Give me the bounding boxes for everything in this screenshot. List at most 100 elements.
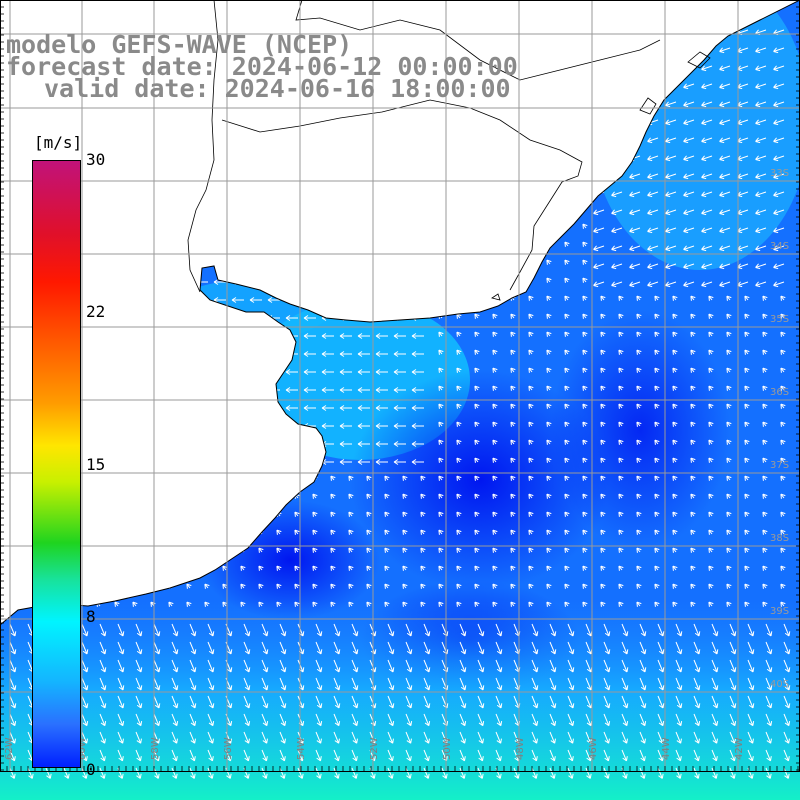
- wind-arrow: [683, 191, 695, 198]
- wind-arrow: [150, 529, 156, 535]
- wind-arrow: [231, 261, 244, 267]
- wind-arrow: [665, 227, 677, 234]
- wind-arrow: [564, 475, 570, 481]
- wind-arrow: [375, 45, 388, 51]
- wind-arrow: [693, 641, 701, 655]
- wind-arrow: [492, 241, 498, 247]
- wind-arrow: [0, 441, 10, 447]
- wind-arrow: [153, 659, 161, 673]
- wind-arrow: [780, 349, 786, 355]
- wind-arrow: [618, 493, 624, 499]
- wind-arrow: [773, 155, 785, 162]
- wind-arrow: [315, 659, 323, 673]
- wind-arrow: [321, 297, 334, 303]
- wind-arrow: [755, 137, 767, 144]
- wind-arrow: [366, 529, 372, 535]
- wind-arrow: [647, 281, 659, 288]
- wind-arrow: [564, 241, 570, 247]
- wind-arrow: [528, 187, 534, 193]
- wind-arrow: [683, 101, 695, 108]
- wind-arrow: [528, 151, 534, 157]
- wind-arrow: [366, 583, 372, 589]
- wind-arrow: [123, 171, 136, 177]
- wind-arrow: [726, 349, 732, 355]
- wind-arrow: [393, 441, 406, 447]
- wind-arrow: [726, 565, 732, 571]
- wind-arrow: [294, 475, 300, 481]
- wind-arrow: [114, 475, 120, 481]
- wind-arrow: [755, 101, 767, 108]
- wind-arrow: [618, 331, 624, 337]
- coastline: [0, 0, 800, 626]
- wind-arrow: [195, 441, 208, 447]
- wind-arrow: [105, 153, 118, 159]
- wind-arrow: [243, 677, 251, 691]
- wind-arrow: [411, 189, 424, 195]
- wind-arrow: [420, 493, 426, 499]
- wind-arrow: [747, 695, 755, 709]
- wind-arrow: [333, 677, 341, 691]
- wind-arrow: [261, 767, 268, 779]
- wind-arrow: [783, 641, 791, 655]
- wind-arrow: [683, 209, 695, 216]
- wind-arrow: [755, 83, 767, 90]
- wind-arrow: [495, 641, 503, 655]
- wind-arrow: [672, 601, 678, 607]
- wind-arrow: [117, 659, 125, 673]
- wind-arrow: [546, 61, 552, 67]
- wind-arrow: [393, 189, 406, 195]
- wind-arrow: [701, 281, 713, 288]
- wind-arrow: [726, 421, 732, 427]
- wind-arrow: [744, 367, 750, 373]
- wind-arrow: [654, 421, 660, 427]
- wind-arrow: [762, 385, 768, 391]
- wind-arrow: [87, 207, 100, 213]
- wind-arrow: [240, 493, 246, 499]
- wind-arrow: [312, 583, 318, 589]
- wind-arrow: [726, 493, 732, 499]
- wind-arrow: [87, 333, 100, 339]
- wind-arrow: [726, 475, 732, 481]
- wind-arrow: [150, 565, 156, 571]
- wind-arrow: [171, 695, 179, 709]
- wind-arrow: [474, 241, 480, 247]
- wind-arrow: [285, 369, 298, 375]
- wind-arrow: [657, 659, 665, 673]
- wind-arrow: [351, 623, 359, 637]
- wind-arrow: [528, 133, 534, 139]
- wind-arrow: [744, 439, 750, 445]
- wind-arrow: [600, 565, 606, 571]
- wind-arrow: [402, 583, 408, 589]
- wind-arrow: [773, 119, 785, 126]
- wind-arrow: [636, 313, 642, 319]
- wind-arrow: [672, 439, 678, 445]
- wind-arrow: [177, 351, 190, 357]
- wind-arrow: [683, 83, 695, 90]
- wind-arrow: [546, 43, 552, 49]
- wind-arrow: [285, 243, 298, 249]
- wind-arrow: [474, 493, 480, 499]
- wind-arrow: [762, 421, 768, 427]
- wind-arrow: [114, 583, 120, 589]
- wind-arrow: [195, 207, 208, 213]
- wind-arrow: [773, 191, 785, 198]
- wind-arrow: [420, 475, 426, 481]
- wind-arrow: [339, 405, 352, 411]
- wind-arrow: [168, 529, 174, 535]
- wind-arrow: [719, 119, 731, 126]
- wind-arrow: [672, 403, 678, 409]
- wind-arrow: [477, 749, 484, 762]
- wind-arrow: [153, 623, 161, 637]
- wind-arrow: [546, 79, 552, 85]
- wind-arrow: [321, 135, 334, 141]
- wind-arrow: [195, 135, 208, 141]
- wind-arrow: [528, 331, 534, 337]
- wind-arrow: [303, 171, 316, 177]
- wind-arrow: [99, 623, 107, 637]
- wind-arrow: [384, 529, 390, 535]
- wind-arrow: [153, 677, 161, 691]
- wind-arrow: [153, 641, 161, 655]
- wind-arrow: [765, 677, 773, 691]
- wind-arrow: [726, 457, 732, 463]
